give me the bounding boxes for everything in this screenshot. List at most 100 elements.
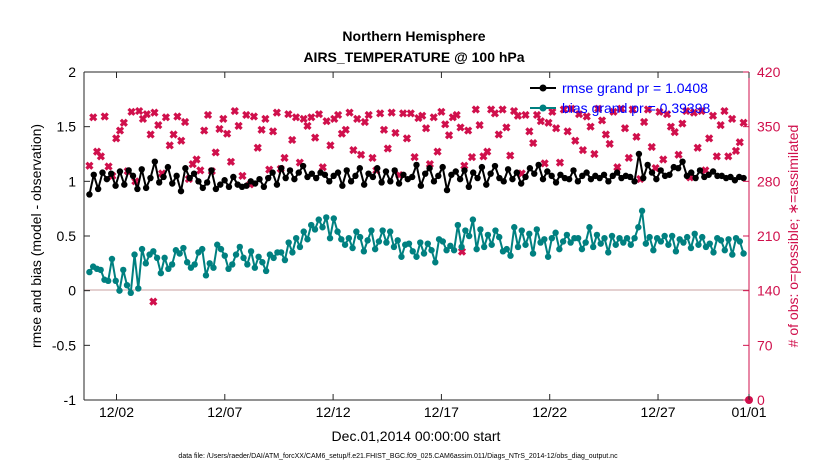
bias-point bbox=[123, 282, 131, 289]
bias-point bbox=[356, 233, 364, 241]
obs-marker bbox=[624, 153, 633, 163]
bias-point bbox=[285, 239, 292, 246]
obs-marker bbox=[303, 121, 312, 130]
bias-point bbox=[590, 243, 597, 251]
legend: rmse grand pr = 1.0408 bias grand pr = 0… bbox=[530, 80, 710, 116]
bias-point bbox=[296, 243, 304, 251]
x-tick-label: 12/22 bbox=[532, 404, 567, 420]
obs-marker bbox=[200, 126, 209, 135]
bias-point bbox=[341, 241, 349, 248]
obs-marker bbox=[333, 110, 343, 120]
obs-marker bbox=[475, 121, 484, 130]
rmse-point bbox=[308, 170, 316, 177]
bias-point bbox=[522, 241, 529, 248]
bias-point bbox=[127, 289, 134, 297]
bias-point bbox=[180, 244, 187, 252]
obs-marker bbox=[456, 123, 465, 132]
bias-point bbox=[315, 216, 322, 223]
rmse-point bbox=[112, 182, 119, 189]
bias-point bbox=[153, 254, 161, 262]
obs-marker bbox=[211, 148, 220, 157]
rmse-point bbox=[596, 174, 603, 182]
rmse-point bbox=[705, 171, 712, 178]
rmse-point bbox=[674, 165, 682, 172]
obs-marker bbox=[379, 125, 389, 134]
obs-marker bbox=[559, 105, 568, 114]
obs-marker bbox=[311, 133, 320, 142]
bias-point bbox=[150, 248, 157, 255]
rmse-point bbox=[321, 171, 329, 178]
obs-marker bbox=[402, 134, 412, 143]
y2-tick-label: 0 bbox=[757, 392, 765, 408]
obs-marker bbox=[100, 112, 109, 121]
rmse-point bbox=[260, 183, 268, 190]
x-tick-label: 12/02 bbox=[99, 404, 134, 420]
obs-marker bbox=[135, 106, 144, 116]
obs-marker bbox=[594, 104, 603, 113]
obs-marker bbox=[678, 119, 687, 128]
rmse-point bbox=[417, 182, 425, 189]
bias-point bbox=[176, 250, 183, 257]
bias-point bbox=[217, 245, 225, 253]
y-tick-label: -0.5 bbox=[52, 337, 76, 353]
obs-marker bbox=[682, 106, 691, 116]
rmse-point bbox=[422, 170, 429, 177]
rmse-point bbox=[282, 174, 289, 182]
obs-marker bbox=[613, 163, 622, 172]
y2-tick-label: 420 bbox=[757, 64, 781, 80]
y2-tick-label: 140 bbox=[757, 283, 781, 299]
rmse-point bbox=[574, 178, 582, 185]
rmse-point bbox=[147, 174, 154, 182]
rmse-point bbox=[203, 179, 211, 186]
bias-point bbox=[691, 230, 698, 238]
rmse-point bbox=[286, 167, 294, 174]
obs-marker bbox=[433, 147, 442, 156]
rmse-point bbox=[426, 165, 433, 172]
rmse-point bbox=[683, 172, 691, 180]
rmse-point bbox=[273, 181, 281, 188]
rmse-point bbox=[195, 178, 202, 185]
bias-point bbox=[360, 248, 368, 255]
obs-marker bbox=[226, 157, 236, 166]
rmse-point bbox=[679, 158, 686, 165]
x-tick-label: 01/01 bbox=[731, 404, 766, 420]
bias-point bbox=[683, 233, 691, 241]
bias-point bbox=[413, 253, 420, 260]
bias-point bbox=[533, 226, 541, 233]
legend-rmse-label: rmse grand pr = 1.0408 bbox=[562, 80, 708, 96]
bias-point bbox=[319, 224, 326, 231]
bias-point bbox=[593, 231, 601, 239]
obs-marker bbox=[150, 108, 159, 117]
rmse-point bbox=[461, 167, 468, 174]
rmse-point bbox=[635, 150, 643, 158]
bias-point bbox=[646, 233, 653, 241]
rmse-point bbox=[190, 170, 198, 177]
obs-marker bbox=[391, 128, 400, 138]
obs-marker bbox=[712, 152, 721, 161]
chart-subtitle: AIRS_TEMPERATURE @ 100 hPa bbox=[303, 49, 524, 65]
bias-point bbox=[518, 227, 525, 234]
rmse-point bbox=[217, 181, 224, 188]
obs-marker bbox=[483, 147, 492, 156]
rmse-point bbox=[334, 169, 342, 176]
rmse-point bbox=[408, 173, 416, 181]
obs-marker bbox=[115, 126, 125, 135]
rmse-point bbox=[347, 178, 355, 185]
x-tick-label: 12/07 bbox=[207, 404, 242, 420]
obs-marker bbox=[735, 138, 744, 147]
rmse-point bbox=[369, 173, 377, 181]
rmse-point bbox=[395, 180, 403, 187]
bias-point bbox=[240, 254, 247, 262]
obs-marker bbox=[410, 153, 419, 162]
bias-point bbox=[477, 226, 484, 233]
obs-marker bbox=[364, 110, 373, 120]
obs-marker bbox=[490, 109, 500, 118]
legend-bias-label: bias grand pr = 0.39398 bbox=[562, 100, 710, 116]
obs-marker bbox=[284, 110, 293, 119]
rmse-point bbox=[613, 169, 621, 176]
obs-marker bbox=[708, 111, 718, 120]
rmse-point bbox=[312, 174, 320, 182]
obs-marker bbox=[85, 161, 94, 170]
bias-point bbox=[398, 253, 405, 260]
rmse-point bbox=[125, 167, 132, 174]
